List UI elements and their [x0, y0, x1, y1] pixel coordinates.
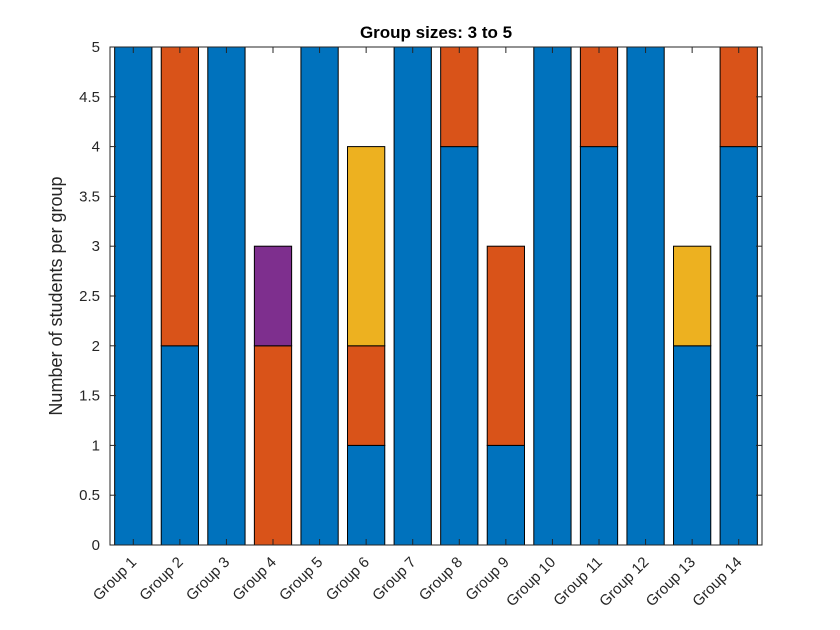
y-tick-label: 3	[92, 238, 100, 255]
x-tick-label: Group 11	[550, 554, 605, 609]
bar-segment-3-series-1	[207, 46, 246, 546]
x-tick-label: Group 3	[183, 554, 233, 604]
y-tick-label: 4	[92, 139, 100, 156]
bar-segment-4-series-4	[253, 245, 293, 347]
y-tick-label: 2.5	[79, 288, 100, 305]
bar-segment-9-series-2	[486, 245, 525, 446]
x-tick-label: Group 2	[136, 554, 186, 604]
x-tick-label: Group 6	[323, 554, 373, 604]
bar-segment-12-series-1	[626, 46, 665, 546]
y-tick-label: 2	[92, 338, 100, 355]
y-axis-label: Number of students per group	[46, 176, 66, 415]
x-tick-label: Group 12	[596, 554, 652, 610]
y-tick-label: 0.5	[79, 487, 100, 504]
x-tick-label: Group 4	[229, 554, 279, 604]
chart-title: Group sizes: 3 to 5	[360, 23, 512, 42]
y-tick-label: 0	[92, 537, 100, 554]
x-tick-label: Group 14	[689, 554, 745, 610]
bar-segment-8-series-2	[440, 46, 479, 148]
bars-layer	[114, 46, 758, 546]
y-tick-label: 4.5	[79, 89, 100, 106]
bar-segment-8-series-1	[440, 146, 479, 546]
bar-segment-6-series-1	[347, 444, 386, 546]
bar-segment-11-series-2	[579, 46, 619, 148]
bar-segment-10-series-1	[533, 46, 572, 546]
bar-segment-13-series-3	[673, 245, 712, 347]
y-tick-label: 1	[92, 437, 100, 454]
y-tick-label: 3.5	[79, 188, 100, 205]
bar-segment-13-series-1	[673, 345, 712, 546]
bar-segment-6-series-3	[347, 146, 386, 347]
y-tick-label: 5	[92, 39, 100, 56]
bar-segment-2-series-2	[160, 46, 199, 347]
y-tick-label: 1.5	[79, 388, 100, 405]
bar-segment-14-series-2	[719, 46, 758, 148]
bar-segment-2-series-1	[160, 345, 199, 546]
bar-segment-14-series-1	[719, 146, 758, 546]
x-tick-label: Group 8	[416, 554, 466, 604]
x-tick-label: Group 13	[643, 554, 699, 610]
x-tick-label: Group 1	[90, 554, 140, 604]
bar-segment-4-series-2	[253, 345, 293, 546]
bar-segment-9-series-1	[486, 444, 525, 546]
x-tick-label: Group 10	[503, 554, 559, 610]
bar-segment-5-series-1	[300, 46, 339, 546]
bar-segment-11-series-1	[579, 146, 619, 546]
x-tick-label: Group 5	[276, 554, 326, 604]
x-tick-label: Group 7	[369, 554, 419, 604]
bar-segment-7-series-1	[393, 46, 432, 546]
bar-segment-1-series-1	[114, 46, 153, 546]
bar-segment-6-series-2	[347, 345, 386, 446]
